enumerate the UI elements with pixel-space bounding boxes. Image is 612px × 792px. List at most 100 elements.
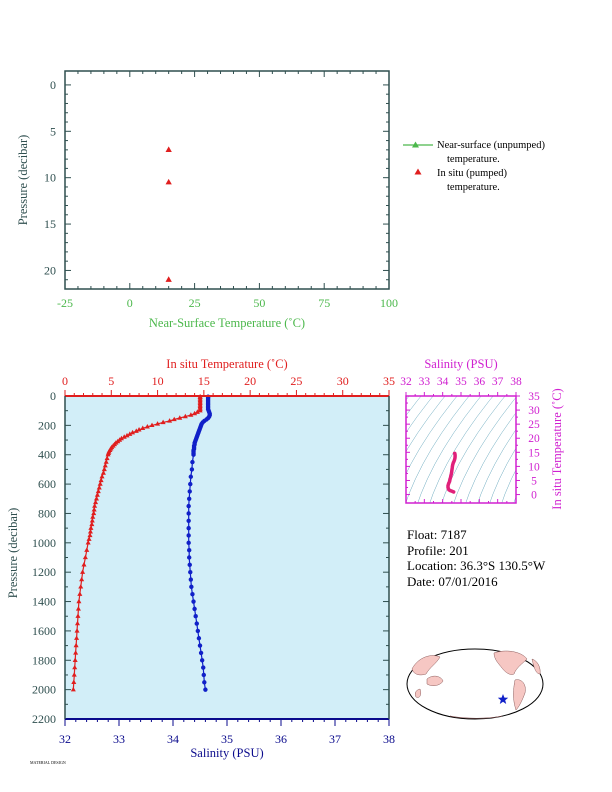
temperature-point [155, 421, 161, 426]
temperature-point [78, 584, 84, 589]
density-contour [441, 396, 506, 503]
salinity-tick-label: 38 [383, 732, 395, 746]
ts-plot-background [406, 396, 516, 503]
legend-green-marker [412, 141, 419, 148]
land-australia [426, 675, 444, 686]
salinity-point [190, 459, 195, 465]
in-situ-point [165, 146, 172, 152]
temperature-point [79, 576, 85, 582]
pressure-tick-label: 400 [38, 448, 56, 462]
in-situ-point [165, 276, 172, 282]
temperature-tick-label: 25 [290, 374, 302, 388]
temperature-point [96, 484, 102, 490]
density-contour [536, 384, 611, 508]
temperature-point [127, 431, 133, 436]
density-contour [477, 429, 516, 503]
land-africa-edge [531, 658, 541, 675]
temperature-point [90, 514, 96, 519]
salinity-point [189, 467, 195, 472]
salinity-point [187, 489, 192, 494]
land-antarctica [449, 715, 503, 719]
ts-x-tick-label: 33 [419, 376, 431, 388]
salinity-point [193, 614, 198, 619]
temperature-point [124, 432, 130, 438]
temperature-profile [70, 393, 203, 692]
pressure-tick-label: 1400 [32, 595, 56, 609]
salinity-point [191, 599, 196, 604]
density-contour [453, 396, 516, 503]
temperature-point [76, 598, 82, 604]
temperature-point [88, 525, 94, 530]
pressure-tick-label: 1800 [32, 653, 56, 667]
temperature-point [136, 426, 142, 432]
temperature-point [81, 562, 87, 567]
density-contour [406, 396, 434, 433]
pressure-tick-label: 800 [38, 506, 56, 520]
temperature-point [92, 503, 98, 508]
salinity-point [195, 628, 201, 634]
x-tick-label: 75 [318, 296, 330, 310]
ts-x-tick-label: 38 [510, 376, 522, 388]
temperature-point [100, 470, 106, 475]
profile-salinity-label: Salinity (PSU) [190, 746, 263, 760]
salinity-point [202, 680, 207, 685]
temperature-point [93, 499, 99, 505]
world-map [406, 648, 544, 720]
y-tick-label: 20 [44, 263, 56, 277]
temperature-point [98, 477, 104, 483]
salinity-point [187, 496, 192, 501]
salinity-point [190, 592, 195, 597]
salinity-tick-label: 33 [113, 732, 125, 746]
salinity-tick-label: 36 [275, 732, 287, 746]
temperature-point [77, 591, 83, 596]
location-value: 36.3°S 130.5°W [460, 558, 546, 573]
ts-y-tick-label: 25 [528, 419, 540, 431]
y-tick-label: 15 [44, 217, 56, 231]
salinity-point [186, 525, 191, 531]
temperature-point [72, 657, 78, 662]
profile-row: Profile: 201 [407, 543, 545, 559]
float-row: Float: 7187 [407, 527, 545, 543]
temperature-point [103, 459, 109, 464]
location-label: Location: [407, 558, 457, 573]
temperature-point [144, 424, 150, 429]
temperature-tick-label: 30 [337, 374, 349, 388]
x-tick-label: -25 [57, 296, 73, 310]
x-tick-label: 50 [253, 296, 265, 310]
temperature-tick-label: 20 [244, 374, 256, 388]
ts-y-tick-label: 35 [528, 391, 540, 403]
temperature-point [171, 416, 177, 422]
footer-text: MATERIAL DESIGN [30, 760, 66, 765]
temperature-point [91, 510, 97, 516]
temperature-point [99, 473, 105, 479]
map-land [411, 650, 541, 719]
location-row: Location: 36.3°S 130.5°W [407, 558, 545, 574]
ts-x-tick-label: 37 [492, 376, 504, 388]
salinity-point [201, 672, 206, 678]
temperature-point [73, 642, 79, 648]
profile-ticks: 0200400600800100012001400160018002000220… [32, 374, 395, 746]
temperature-point [73, 650, 79, 655]
x-tick-label: 0 [127, 296, 133, 310]
salinity-point [186, 533, 191, 538]
temperature-point [89, 517, 95, 523]
density-contour [406, 396, 458, 475]
profile-value: 201 [449, 542, 469, 558]
density-contour [572, 384, 612, 508]
salinity-point [196, 636, 202, 641]
legend-near-surface-line2: temperature. [447, 154, 500, 165]
ts-ticks: 32 33 34 35 36 37 38 0 5 10 15 20 25 30 35 [400, 376, 540, 503]
salinity-point [188, 569, 193, 575]
temperature-point [75, 606, 81, 611]
ts-x-tick-label: 34 [437, 376, 449, 388]
temperature-point [133, 428, 139, 433]
temperature-point [140, 425, 146, 430]
y-tick-label: 0 [50, 78, 56, 92]
salinity-tick-label: 37 [329, 732, 341, 746]
salinity-point [199, 658, 205, 663]
y-tick-label: 10 [44, 171, 56, 185]
salinity-point [188, 577, 194, 582]
land-asia-west [411, 655, 441, 676]
salinity-point [189, 584, 194, 590]
